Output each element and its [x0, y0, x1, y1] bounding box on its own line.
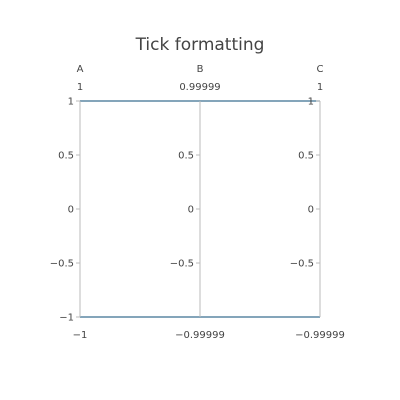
- tick-label-c: −0.5: [290, 259, 314, 270]
- axis-bottom-label-a: −1: [73, 330, 88, 341]
- tick-label-a: −0.5: [50, 259, 74, 270]
- axis-c: C 1 −0.99999 −0.5 0 0.5 1: [290, 64, 345, 341]
- axis-top-label-c: 1: [317, 82, 323, 93]
- axis-title-c: C: [317, 64, 324, 75]
- axis-title-a: A: [77, 64, 84, 75]
- tick-label-b: 0: [188, 205, 194, 216]
- chart-title: Tick formatting: [135, 35, 265, 55]
- tick-label-c: 1: [308, 97, 314, 108]
- tick-label-a: 0: [68, 205, 74, 216]
- axis-title-b: B: [197, 64, 204, 75]
- tick-label-a: 1: [68, 97, 74, 108]
- tick-label-a: 0.5: [58, 151, 74, 162]
- axis-top-label-a: 1: [77, 82, 83, 93]
- axis-bottom-label-b: −0.99999: [175, 330, 225, 341]
- tick-label-a: −1: [59, 313, 74, 324]
- axis-b: B 0.99999 −0.99999 −0.5 0 0.5: [170, 64, 225, 341]
- axis-bottom-label-c: −0.99999: [295, 330, 345, 341]
- tick-label-c: 0: [308, 205, 314, 216]
- tick-label-c: 0.5: [298, 151, 314, 162]
- tick-label-b: 0.5: [178, 150, 194, 161]
- axes: A1−1−1−0.500.51B0.99999−0.99999−0.500.5C…: [50, 64, 345, 341]
- axis-top-label-b: 0.99999: [179, 82, 220, 93]
- tick-label-b: −0.5: [170, 259, 194, 270]
- axis-a: A 1 −1 −1 −0.5 0 0.5 1: [50, 64, 88, 341]
